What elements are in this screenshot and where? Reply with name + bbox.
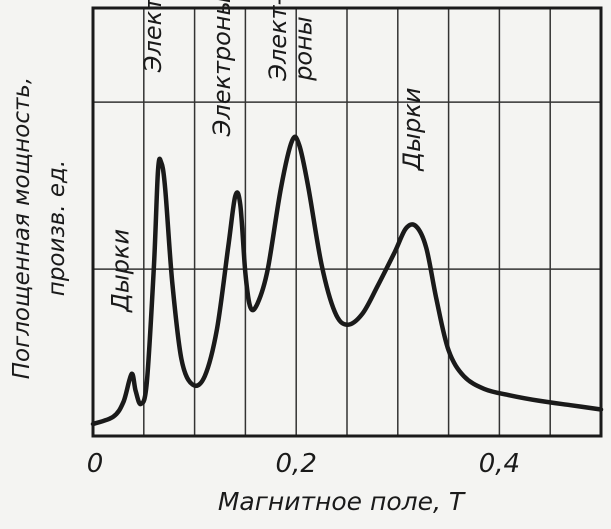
x-tick-label-0: 0 [87,449,104,479]
annotation-0: Дырки [107,229,135,313]
annotation-4: роны [289,16,317,82]
annotations: Дырки Электроны Электроны Элект-роны Дырки [107,0,427,313]
x-tick-labels: 0 0,2 0,4 [87,449,520,479]
x-axis-label: Магнитное поле, Т [218,487,466,516]
y-axis-label-line2: произв. ед. [44,160,70,296]
plot-frame [91,6,603,438]
annotation-2: Электроны [208,0,236,137]
y-axis-label-line1: Поглощенная мощность, [9,77,35,379]
annotation-1: Электроны [139,0,167,73]
absorption-curve [90,134,604,427]
x-tick-label-1: 0,2 [276,449,317,479]
x-tick-label-2: 0,4 [479,449,520,479]
grid [93,8,601,436]
annotation-3: Элект- [264,0,292,82]
annotation-5: Дырки [398,88,426,172]
